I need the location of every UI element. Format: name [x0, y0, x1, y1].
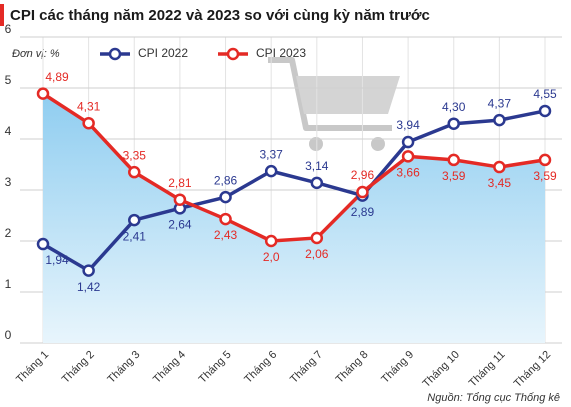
y-tick-label: 0 [5, 328, 12, 342]
data-label: 4,89 [45, 70, 69, 84]
chart-title: CPI các tháng năm 2022 và 2023 so với cù… [10, 7, 430, 24]
data-label: 3,35 [123, 148, 147, 162]
data-label: 2,41 [123, 229, 147, 243]
legend-label: CPI 2023 [256, 46, 306, 60]
point [356, 185, 369, 199]
data-label: 3,94 [396, 118, 420, 132]
point [128, 213, 141, 227]
point [264, 234, 278, 248]
point [219, 212, 232, 226]
point [264, 164, 278, 178]
point [82, 264, 95, 277]
y-tick-label: 4 [5, 124, 12, 138]
point [82, 116, 95, 130]
data-label: 3,59 [442, 169, 466, 183]
data-label: 2,64 [168, 218, 192, 232]
point [36, 237, 50, 251]
point [447, 117, 460, 130]
data-label: 2,06 [305, 247, 329, 261]
title-accent [0, 4, 4, 26]
data-label: 3,14 [305, 159, 329, 173]
series-line [42, 92, 546, 243]
y-tick-label: 6 [5, 22, 12, 36]
point [401, 135, 415, 149]
unit-label: Đơn vị: % [12, 48, 60, 60]
area [43, 93, 545, 343]
data-label: 4,31 [77, 99, 101, 113]
data-label: 3,66 [396, 166, 420, 180]
point [538, 153, 552, 167]
data-label: 3,59 [533, 169, 557, 183]
series-line [42, 109, 546, 273]
point [538, 104, 552, 118]
y-tick-label: 3 [5, 175, 12, 189]
point [173, 193, 187, 206]
y-tick-label: 2 [5, 226, 12, 240]
data-label: 2,86 [214, 173, 238, 187]
data-label: 4,55 [533, 87, 557, 101]
data-label: 4,30 [442, 100, 466, 114]
data-label: 4,37 [488, 96, 512, 110]
legend-label: CPI 2022 [138, 46, 188, 60]
point [447, 153, 460, 167]
data-label: 2,81 [168, 176, 192, 190]
legend-marker [108, 47, 122, 61]
data-label: 2,96 [351, 168, 375, 182]
point [219, 190, 232, 204]
data-label: 2,0 [263, 250, 280, 264]
point [310, 176, 324, 190]
point [401, 150, 415, 163]
data-label: 2,43 [214, 228, 238, 242]
point [36, 87, 50, 100]
data-label: 1,94 [45, 253, 69, 267]
data-label: 2,89 [351, 205, 375, 219]
data-label: 3,45 [488, 176, 512, 190]
data-label: 1,42 [77, 280, 101, 294]
legend-marker [226, 47, 240, 61]
source: Nguồn: Tổng cục Thống kê [427, 392, 560, 404]
y-tick-label: 5 [5, 73, 12, 87]
point [493, 160, 506, 174]
y-tick-label: 1 [5, 277, 12, 291]
point [128, 165, 141, 179]
cart-icon [268, 57, 400, 151]
data-label: 3,37 [260, 147, 284, 161]
point [310, 231, 324, 245]
point [493, 113, 506, 127]
